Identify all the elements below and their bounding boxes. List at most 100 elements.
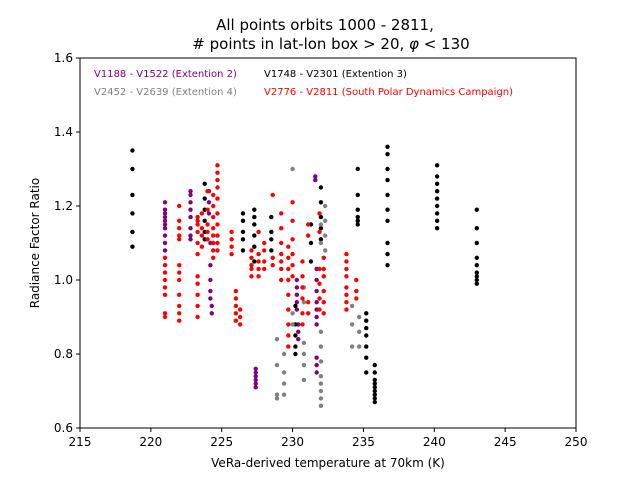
series-2-point <box>301 362 307 368</box>
series-1-point <box>474 226 479 231</box>
series-3-point <box>290 274 295 279</box>
series-3-point <box>262 259 267 264</box>
series-3-point <box>279 211 284 216</box>
series-3-point <box>300 259 305 264</box>
series-3-point <box>249 263 254 268</box>
series-3-point <box>215 185 220 190</box>
series-3-point <box>162 311 168 316</box>
series-1-point <box>434 181 440 186</box>
series-2-point <box>290 166 295 172</box>
series-2-point <box>301 377 307 383</box>
series-1-point <box>318 214 324 220</box>
series-3-point <box>344 300 349 305</box>
series-3-point <box>321 255 326 260</box>
series-3-point <box>211 240 216 246</box>
series-1-point <box>130 229 135 235</box>
series-1-point <box>385 166 390 172</box>
series-0-point <box>162 200 168 205</box>
series-3-point <box>211 248 216 253</box>
series-1-point <box>474 263 479 268</box>
series-2-point <box>290 311 295 316</box>
y-tick-label: 1.2 <box>54 199 73 213</box>
chart-title-line2: # points in lat-lon box > 20, φ < 130 <box>192 35 469 53</box>
x-axis-label: VeRa-derived temperature at 70km (K) <box>211 456 445 470</box>
series-2-point <box>301 351 307 357</box>
series-1-point <box>372 370 377 375</box>
series-1-point <box>293 344 298 349</box>
series-1-point <box>240 218 246 223</box>
series-3-point <box>279 259 284 264</box>
series-0-point <box>314 362 319 368</box>
series-0-point <box>188 189 193 194</box>
series-3-point <box>305 222 311 227</box>
series-0-point <box>162 214 168 220</box>
series-0-point <box>253 366 258 371</box>
series-0-point <box>188 192 193 198</box>
series-3-point <box>286 244 291 249</box>
series-3-point <box>237 307 243 312</box>
series-3-point <box>317 307 322 312</box>
series-0-point <box>294 285 300 290</box>
series-3-point <box>215 248 220 253</box>
series-3-point <box>162 270 168 275</box>
series-1-point <box>252 244 257 249</box>
legend-entry-1: V1748 - V2301 (Extention 3) <box>264 69 407 80</box>
series-0-point <box>313 177 318 183</box>
series-3-point <box>211 255 216 260</box>
series-0-point <box>188 226 193 231</box>
series-3-point <box>300 311 305 316</box>
series-3-point <box>162 314 168 320</box>
series-3-point <box>305 311 311 316</box>
series-0-point <box>314 288 319 294</box>
series-0-point <box>208 296 213 301</box>
series-1-point <box>385 192 390 198</box>
series-3-point <box>233 296 239 301</box>
series-1-point <box>372 381 377 386</box>
series-3-point <box>286 333 291 338</box>
series-3-point <box>162 263 168 268</box>
y-tick-label: 0.8 <box>54 347 73 361</box>
series-1-point <box>434 174 440 179</box>
series-3-point <box>195 292 200 297</box>
series-3-point <box>290 237 295 242</box>
series-1-point <box>355 214 360 220</box>
series-3-point <box>211 226 216 231</box>
series-3-point <box>162 285 168 290</box>
series-3-point <box>215 196 220 201</box>
series-3-point <box>229 244 234 249</box>
series-0-point <box>162 248 168 253</box>
series-1-point <box>355 207 360 212</box>
series-1-point <box>252 207 257 212</box>
series-2-point <box>349 303 355 309</box>
series-3-point <box>290 218 295 223</box>
series-2-point <box>356 344 362 349</box>
series-1-point <box>372 385 377 390</box>
series-3-point <box>300 285 305 290</box>
series-1-point <box>372 399 377 405</box>
series-1-point <box>434 226 440 231</box>
series-3-point <box>344 285 349 290</box>
series-3-point <box>195 281 200 286</box>
series-0-point <box>206 200 212 205</box>
series-3-point <box>229 251 234 257</box>
y-tick-label: 1.0 <box>54 273 73 287</box>
x-tick-label: 230 <box>281 435 304 449</box>
series-2-point <box>318 396 324 401</box>
series-3-point <box>256 259 261 264</box>
x-tick-label: 245 <box>494 435 517 449</box>
series-1-point <box>130 166 135 172</box>
series-2-point <box>281 370 287 375</box>
series-1-point <box>434 163 440 168</box>
series-1-point <box>364 344 369 349</box>
series-1-point <box>240 248 246 253</box>
series-3-point <box>300 322 305 327</box>
series-1-point <box>202 181 207 186</box>
series-0-point <box>209 303 214 309</box>
series-2-point <box>318 240 324 246</box>
series-3-point <box>344 259 349 264</box>
series-3-point <box>286 255 291 260</box>
series-3-point <box>177 226 182 231</box>
series-3-point <box>344 292 349 297</box>
series-0-point <box>253 370 258 375</box>
series-3-point <box>177 318 182 323</box>
